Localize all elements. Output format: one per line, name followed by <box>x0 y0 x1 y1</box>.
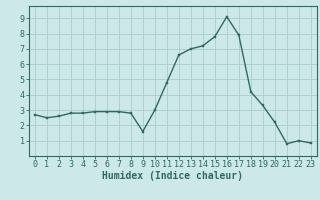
X-axis label: Humidex (Indice chaleur): Humidex (Indice chaleur) <box>102 171 243 181</box>
